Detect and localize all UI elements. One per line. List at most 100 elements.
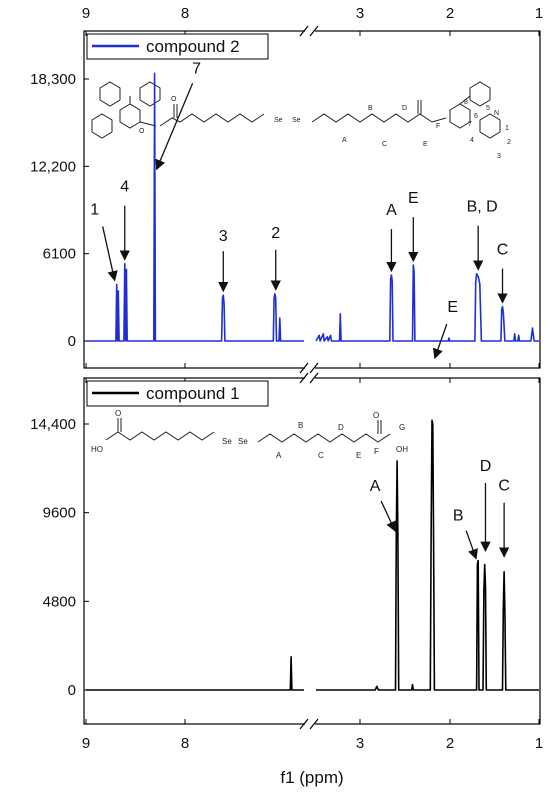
peak-annotation: D	[480, 458, 492, 553]
svg-text:1: 1	[505, 125, 509, 132]
peak-annotation: A	[386, 202, 397, 273]
svg-text:B: B	[298, 421, 303, 430]
bottom-legend-label: compound 1	[146, 384, 240, 403]
peak-label: B, D	[467, 199, 498, 216]
peak-arrow	[380, 500, 396, 532]
top-y-ticks: 18,300 12,200 6100 0	[30, 71, 89, 350]
bottom-y-ticks: 14,400 9600 4800 0	[30, 416, 89, 699]
bottom-axis-break-marks	[299, 372, 319, 730]
compound-2-spectrum-line	[86, 72, 539, 342]
x-tick-label: 8	[181, 735, 189, 752]
compound-1-structure	[105, 418, 391, 443]
svg-text:2: 2	[507, 139, 511, 146]
peak-label: 1	[90, 201, 99, 218]
peak-annotation: C	[498, 478, 510, 558]
svg-text:5: 5	[486, 105, 490, 112]
peak-arrow	[102, 226, 118, 282]
svg-text:O: O	[171, 96, 177, 103]
peak-label: E	[447, 299, 458, 316]
x-tick-label: 9	[82, 5, 90, 22]
svg-text:E: E	[356, 451, 361, 460]
svg-text:D: D	[402, 105, 407, 112]
svg-text:6: 6	[474, 113, 478, 120]
peak-annotation: 1	[90, 201, 118, 282]
compound-2-structure	[91, 81, 501, 139]
svg-text:D: D	[338, 423, 344, 432]
x-axis-title: f1 (ppm)	[280, 768, 343, 787]
y-tick-label: 12,200	[30, 158, 76, 175]
svg-text:B: B	[368, 105, 373, 112]
y-tick-label: 9600	[43, 505, 76, 522]
peak-label: E	[408, 190, 419, 207]
svg-text:C: C	[382, 141, 387, 148]
peak-annotation: 3	[218, 228, 229, 293]
x-tick-label: 3	[356, 735, 364, 752]
peak-annotation: C	[497, 242, 509, 304]
peak-label: C	[497, 242, 509, 259]
svg-text:N: N	[494, 110, 499, 117]
svg-text:Se: Se	[222, 437, 232, 446]
svg-text:8: 8	[464, 99, 468, 106]
peak-label: A	[370, 478, 381, 495]
svg-text:E: E	[423, 141, 428, 148]
x-tick-label: 2	[446, 735, 454, 752]
svg-text:3: 3	[497, 153, 501, 160]
x-tick-label: 3	[356, 5, 364, 22]
peak-annotation: 2	[270, 225, 281, 291]
svg-text:A: A	[276, 451, 282, 460]
x-tick-label: 1	[535, 5, 543, 22]
peak-label: 7	[192, 60, 201, 77]
peak-label: B	[453, 508, 464, 525]
top-legend: compound 2	[86, 33, 269, 60]
svg-text:C: C	[318, 451, 324, 460]
bottom-plot-frame	[83, 377, 541, 725]
y-tick-label: 0	[68, 682, 76, 699]
peak-arrow	[432, 323, 448, 360]
bottom-legend: compound 1	[86, 380, 269, 407]
y-tick-label: 6100	[43, 246, 76, 263]
peak-label: A	[386, 202, 397, 219]
peak-label: 2	[271, 225, 280, 242]
svg-text:O: O	[373, 411, 379, 420]
y-tick-label: 4800	[43, 593, 76, 610]
svg-text:Se: Se	[292, 117, 301, 124]
top-legend-box	[86, 33, 269, 60]
x-tick-label: 8	[181, 5, 189, 22]
peak-arrow	[155, 83, 194, 171]
svg-text:Se: Se	[274, 117, 283, 124]
bottom-spectrum-panel: 9 8 3 2 1 14,400 9600 4800 0 f1 (ppm) compound …	[30, 299, 543, 787]
compound-2-structure-labels: O O Se Se A B C D E F 8 7 6 5 N 1 2 3 4	[139, 96, 511, 160]
svg-text:G: G	[399, 423, 405, 432]
svg-text:4: 4	[470, 137, 474, 144]
peak-label: D	[480, 458, 492, 475]
svg-text:F: F	[374, 447, 379, 456]
top-axis-break-marks	[299, 25, 319, 374]
peak-annotation: E	[408, 190, 419, 263]
x-tick-label: 2	[446, 5, 454, 22]
x-tick-label: 1	[535, 735, 543, 752]
svg-text:F: F	[436, 123, 440, 130]
svg-text:Se: Se	[238, 437, 248, 446]
bottom-x-ticks: 9 8 3 2 1	[82, 378, 543, 752]
peak-annotation: 4	[119, 179, 130, 261]
peak-arrow	[465, 530, 478, 560]
svg-text:OH: OH	[396, 445, 408, 454]
svg-text:O: O	[115, 409, 121, 418]
top-legend-label: compound 2	[146, 37, 240, 56]
bottom-peak-annotations: A E B DC	[370, 299, 510, 560]
svg-text:HO: HO	[91, 445, 103, 454]
y-tick-label: 0	[68, 333, 76, 350]
peak-annotation: B, D	[467, 199, 498, 271]
peak-annotation: B	[453, 508, 478, 560]
x-tick-label: 9	[82, 735, 90, 752]
peak-annotation: 7	[155, 60, 201, 171]
peak-annotation: A	[370, 478, 396, 532]
peak-label: 4	[120, 179, 129, 196]
svg-text:7: 7	[468, 121, 472, 128]
peak-label: 3	[219, 228, 228, 245]
svg-text:A: A	[342, 137, 347, 144]
